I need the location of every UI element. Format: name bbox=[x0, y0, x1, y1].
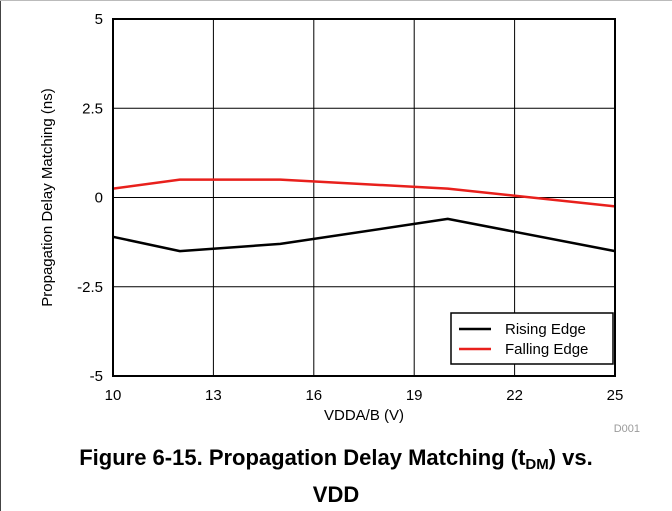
y-axis-title: Propagation Delay Matching (ns) bbox=[39, 88, 56, 306]
figure-id-watermark: D001 bbox=[614, 423, 640, 435]
x-tick-label: 16 bbox=[305, 387, 322, 404]
series-line-rising-edge bbox=[112, 217, 616, 253]
y-tick-label: 0 bbox=[95, 190, 103, 207]
x-tick-label: 10 bbox=[105, 387, 122, 404]
legend-box bbox=[450, 312, 614, 365]
y-tick-labels: -5 -2.5 0 2.5 5 bbox=[77, 11, 103, 385]
legend-label-falling-edge: Falling Edge bbox=[505, 341, 588, 358]
x-tick-label: 22 bbox=[506, 387, 523, 404]
caption-prefix: Figure 6-15. Propagation Delay Matching … bbox=[79, 445, 526, 470]
series-lines bbox=[112, 178, 616, 253]
x-tick-label: 19 bbox=[406, 387, 423, 404]
plot-frame bbox=[112, 18, 616, 377]
legend-label-rising-edge: Rising Edge bbox=[505, 321, 586, 338]
caption-suffix: ) vs. bbox=[548, 445, 593, 470]
x-tick-label: 25 bbox=[607, 387, 624, 404]
caption-subscript: DM bbox=[525, 456, 549, 473]
y-tick-label: -2.5 bbox=[77, 279, 103, 296]
x-tick-label: 13 bbox=[205, 387, 222, 404]
page-border-left bbox=[0, 0, 1, 511]
figure-caption: Figure 6-15. Propagation Delay Matching … bbox=[0, 443, 672, 510]
series-line-falling-edge bbox=[112, 178, 616, 208]
x-axis-title: VDDA/B (V) bbox=[324, 407, 404, 424]
x-tick-labels: 10 13 16 19 22 25 bbox=[105, 387, 624, 404]
chart: -5 -2.5 0 2.5 5 10 13 16 19 22 25 Propagation Del… bbox=[39, 11, 640, 435]
page-border-top bbox=[0, 0, 672, 1]
y-tick-label: -5 bbox=[90, 368, 103, 385]
caption-line-2: VDD bbox=[312, 482, 360, 507]
caption-line-1: Figure 6-15. Propagation Delay Matching … bbox=[0, 443, 672, 480]
legend: Rising Edge Falling Edge bbox=[450, 312, 614, 365]
y-tick-label: 2.5 bbox=[82, 100, 103, 117]
y-tick-label: 5 bbox=[95, 11, 103, 28]
